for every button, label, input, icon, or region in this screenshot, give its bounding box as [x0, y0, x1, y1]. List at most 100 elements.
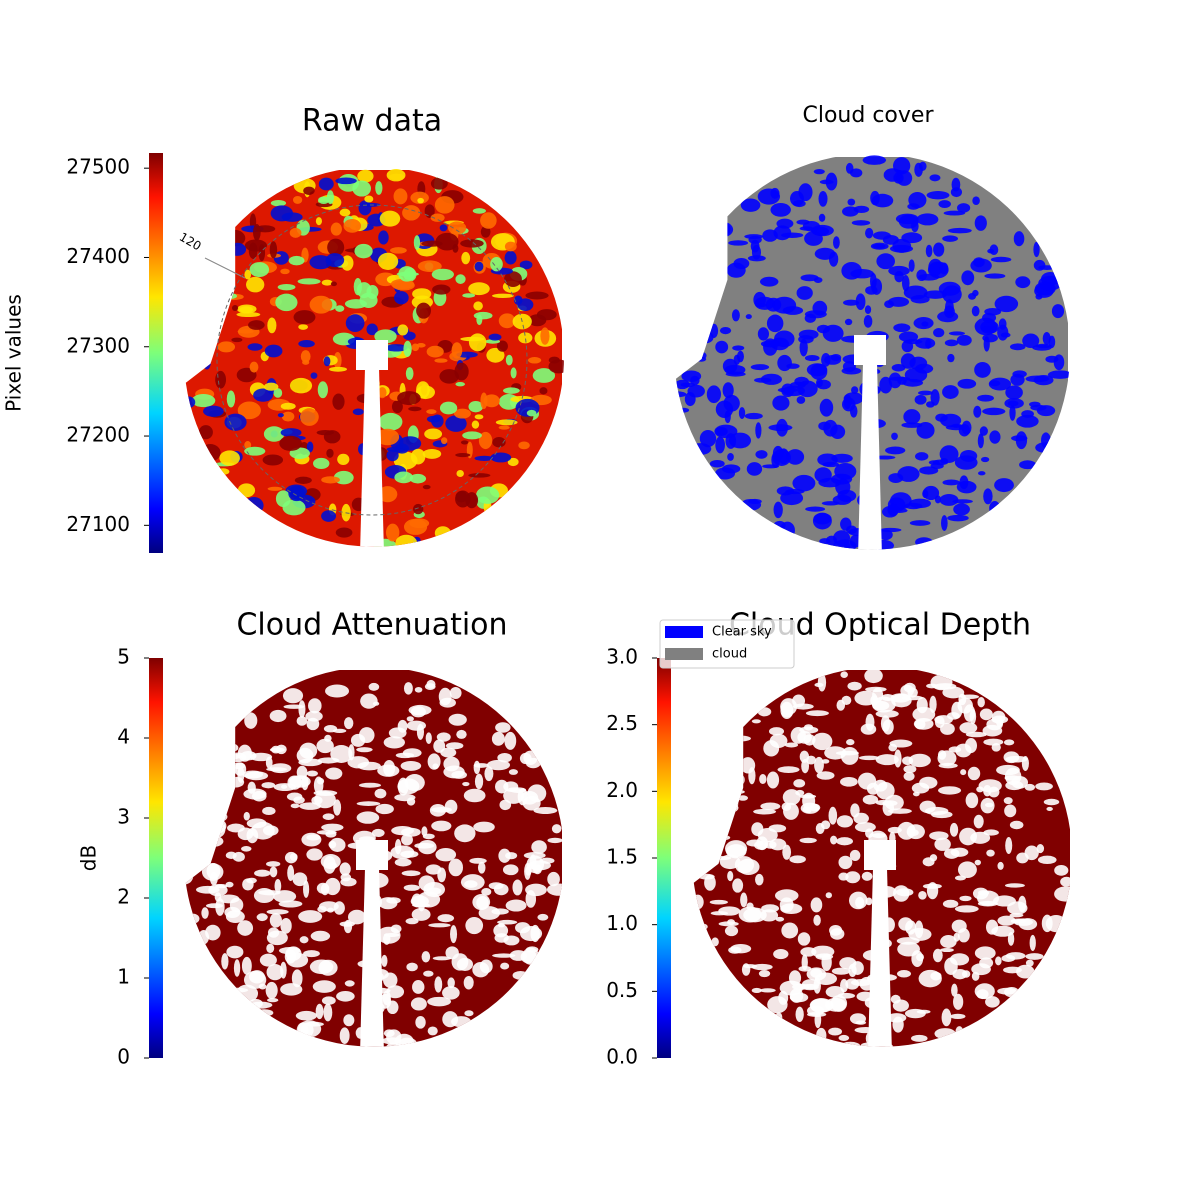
image-blob	[325, 767, 343, 780]
image-blob	[813, 168, 825, 175]
image-blob	[942, 385, 959, 399]
image-blob	[1025, 953, 1044, 960]
image-blob	[901, 422, 923, 428]
image-blob	[813, 914, 821, 926]
image-blob	[831, 967, 851, 975]
image-blob	[246, 276, 265, 293]
image-blob	[916, 953, 925, 962]
image-blob	[703, 779, 721, 790]
image-blob	[764, 840, 777, 849]
image-blob	[858, 755, 880, 761]
image-blob	[209, 871, 218, 886]
image-blob	[275, 293, 298, 312]
image-blob	[950, 187, 963, 198]
image-blob	[696, 816, 720, 828]
image-blob	[455, 452, 471, 458]
image-blob	[329, 366, 347, 372]
image-blob	[798, 334, 814, 344]
image-blob	[675, 391, 687, 398]
image-blob	[512, 970, 529, 980]
image-blob	[940, 413, 962, 428]
image-blob	[228, 776, 245, 788]
image-blob	[379, 210, 401, 227]
image-blob	[740, 498, 762, 511]
image-blob	[738, 906, 762, 923]
image-blob	[432, 763, 439, 770]
image-blob	[512, 879, 523, 896]
image-blob	[518, 441, 530, 450]
image-blob	[908, 498, 932, 509]
image-blob	[390, 247, 407, 254]
image-blob	[699, 805, 719, 816]
image-blob	[853, 205, 870, 214]
image-blob	[248, 242, 258, 259]
colorbar-tick-label: 4	[117, 725, 130, 749]
image-blob	[321, 996, 336, 1005]
image-blob	[222, 783, 232, 794]
image-blob	[313, 457, 330, 470]
image-blob	[256, 913, 268, 922]
image-blob	[309, 295, 333, 314]
image-blob	[759, 909, 779, 922]
image-blob	[710, 834, 731, 841]
image-blob	[282, 688, 304, 704]
image-blob	[816, 1027, 827, 1044]
image-blob	[793, 779, 806, 788]
image-blob	[314, 791, 336, 809]
image-blob	[770, 203, 791, 217]
image-blob	[689, 443, 712, 455]
image-blob	[233, 959, 241, 977]
image-blob	[916, 269, 927, 281]
colorbar-tick-label: 0	[117, 1045, 130, 1069]
image-blob	[934, 837, 951, 851]
image-blob	[799, 750, 810, 763]
image-blob	[388, 727, 407, 739]
image-blob	[439, 224, 448, 232]
image-blob	[464, 1010, 474, 1017]
image-blob	[916, 697, 928, 714]
image-blob	[958, 423, 970, 437]
image-blob	[734, 856, 755, 874]
image-blob	[792, 703, 814, 710]
image-blob	[987, 248, 995, 254]
image-blob	[185, 845, 193, 850]
image-blob	[348, 744, 355, 761]
image-blob	[1029, 934, 1036, 952]
image-blob	[1011, 776, 1029, 789]
image-blob	[732, 773, 745, 787]
image-blob	[424, 428, 443, 440]
image-blob	[301, 832, 322, 847]
image-blob	[330, 222, 342, 236]
image-blob	[497, 919, 518, 925]
image-blob	[997, 861, 1004, 870]
image-blob	[762, 229, 778, 242]
image-blob	[322, 813, 335, 820]
image-blob	[462, 431, 482, 440]
image-blob	[317, 757, 340, 764]
image-blob	[267, 998, 279, 1003]
image-blob	[704, 874, 716, 891]
image-blob	[1033, 259, 1046, 271]
image-blob	[477, 861, 486, 874]
image-blob	[375, 181, 383, 195]
image-blob	[887, 808, 912, 814]
image-blob	[226, 945, 244, 959]
image-blob	[398, 266, 416, 282]
colorbar-tick-label: 2	[117, 885, 130, 909]
image-blob	[198, 425, 213, 440]
image-blob	[830, 835, 838, 845]
image-blob	[1019, 460, 1037, 470]
image-blob	[386, 168, 406, 182]
image-blob	[216, 292, 238, 300]
image-blob	[709, 828, 718, 844]
image-blob	[358, 200, 372, 216]
image-blob	[505, 899, 527, 912]
image-blob	[957, 861, 977, 879]
image-blob	[812, 226, 830, 236]
image-blob	[728, 240, 749, 246]
image-blob	[321, 476, 340, 484]
image-blob	[480, 212, 497, 229]
image-blob	[926, 882, 939, 900]
image-blob	[435, 848, 457, 862]
